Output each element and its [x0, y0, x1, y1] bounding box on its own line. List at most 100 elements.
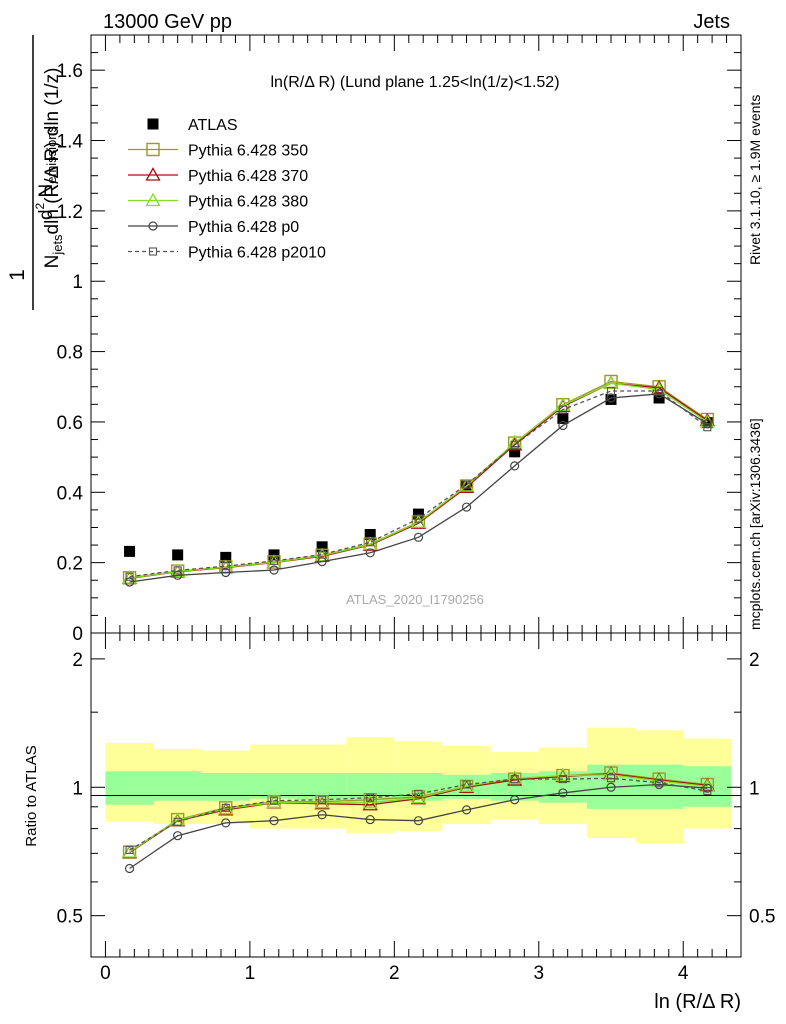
y-tick-label: 0.8: [57, 343, 83, 364]
ratio-point-p2010: [173, 817, 182, 826]
inner-band-bin: [394, 773, 443, 801]
legend: ATLAS Pythia 6.428 350 Pythia 6.428 370 Pyt…: [128, 117, 326, 262]
y-tick-label: 1: [72, 272, 83, 293]
legend-label: Pythia 6.428 p2010: [188, 245, 326, 262]
mcplots-label: mcplots.cern.ch [arXiv:1306.3436]: [747, 418, 763, 630]
data-point-p0: [269, 565, 279, 575]
legend-entry-atlas: ATLAS: [147, 117, 238, 134]
ratio-point-p0: [221, 818, 231, 828]
inner-band-bin: [153, 771, 202, 801]
legend-label: Pythia 6.428 350: [188, 143, 308, 160]
data-point-p0: [124, 577, 135, 587]
legend-entry-p370: Pythia 6.428 370: [128, 167, 308, 185]
data-point-p2010: [125, 572, 134, 581]
series-p0: [124, 389, 712, 587]
data-point-p2010: [655, 386, 664, 396]
ratio-point-p2010: [269, 796, 279, 805]
ratio-point-p0: [558, 788, 568, 798]
series-p2010: [125, 386, 712, 581]
legend-label: Pythia 6.428 380: [188, 194, 308, 211]
ratio-point-p0: [510, 795, 520, 805]
data-point-p2010: [703, 423, 712, 432]
ratio-line-p0: [129, 783, 708, 870]
data-point-p2010: [269, 556, 279, 565]
ratio-point-p2010: [510, 775, 519, 784]
ylabel-denominator: Njetsdln (R/Δ R) dln (1/z): [42, 68, 65, 269]
x-axis-label: ln (R/Δ R): [654, 991, 741, 1013]
series-p350: [122, 374, 715, 585]
data-point-p2010: [558, 405, 567, 414]
series-line-p370: [129, 382, 708, 580]
legend-entry-p350: Pythia 6.428 350: [128, 143, 308, 160]
main-y-ticks: 0 0.2 0.4 0.6 0.8 1 1.2 1.4 1.6: [57, 35, 741, 645]
ratio-series-p2010: [125, 774, 712, 854]
ratio-series: [121, 766, 715, 874]
ratio-line-p2010: [129, 777, 708, 851]
data-point-p0: [365, 548, 375, 558]
ratio-point-p2010: [414, 789, 423, 798]
series-line-p380: [129, 382, 708, 579]
ratio-point-p2010: [703, 786, 712, 796]
inner-band-bin: [249, 773, 298, 799]
ratio-point-p2010: [366, 793, 375, 802]
data-point-atlas: [124, 545, 136, 557]
ratio-point-p0: [413, 816, 424, 826]
main-panel: 0 0.2 0.4 0.6 0.8 1 1.2 1.4 1.6: [57, 34, 742, 645]
legend-entry-p2010: Pythia 6.428 p2010: [128, 245, 326, 262]
data-point-p0: [558, 420, 568, 431]
ratio-point-p2010: [606, 774, 616, 783]
series-line-p0: [129, 393, 708, 583]
data-point-atlas: [316, 541, 328, 553]
ratio-point-p2010: [125, 845, 134, 854]
header-collision: 13000 GeV pp: [103, 11, 232, 33]
ratio-point-p2010: [318, 795, 327, 804]
ratio-point-p0: [173, 831, 183, 841]
ratio-point-p0: [124, 863, 135, 874]
data-point-p2010: [366, 538, 375, 547]
ratio-frame: [90, 632, 742, 958]
y-tick-label: 1.4: [57, 132, 84, 153]
data-point-p2010: [414, 514, 423, 523]
legend-marker-p380: [145, 192, 161, 207]
inner-band-bin: [105, 771, 154, 805]
plot-title: ln(R/Δ R) (Lund plane 1.25<ln(1/z)<1.52): [270, 74, 559, 91]
ratio-tick-label-right: 0.5: [749, 907, 775, 928]
ratio-point-p0: [365, 814, 375, 825]
series-line-p2010: [129, 390, 708, 578]
ratio-point-p370: [362, 796, 378, 811]
ratio-tick-label-right: 2: [749, 650, 760, 671]
data-point-p0: [461, 502, 472, 512]
data-point-atlas: [220, 551, 232, 563]
main-y-axis-label: 1 d2 Nemissions Njetsdln (R/Δ R) dln (1/…: [6, 35, 65, 310]
x-tick-label: 2: [389, 963, 400, 984]
data-point-atlas: [701, 417, 713, 429]
legend-entry-p0: Pythia 6.428 p0: [128, 219, 299, 236]
ratio-tick-label: 1: [72, 778, 83, 799]
y-tick-label: 1.2: [57, 202, 83, 223]
data-point-p0: [510, 461, 520, 471]
legend-marker-p2010: [148, 247, 158, 256]
analysis-watermark: ATLAS_2020_I1790256: [346, 592, 484, 607]
x-tick-label: 0: [100, 963, 111, 984]
data-point-p0: [413, 532, 424, 542]
data-point-p0: [173, 570, 183, 580]
ratio-point-p2010: [558, 775, 567, 784]
ratio-point-p2010: [462, 780, 471, 789]
main-series: [121, 374, 715, 587]
series-p370: [121, 375, 715, 585]
data-point-atlas: [172, 549, 184, 561]
legend-entry-p380: Pythia 6.428 380: [128, 192, 308, 211]
data-point-atlas: [557, 412, 569, 424]
x-tick-label: 1: [245, 963, 256, 984]
legend-marker-atlas: [147, 118, 159, 130]
y-tick-label: 0.4: [57, 483, 84, 504]
ylabel-fraction-one: 1: [6, 269, 29, 281]
legend-label: ATLAS: [188, 117, 238, 134]
data-point-p2010: [606, 386, 616, 396]
data-point-p2010: [221, 562, 230, 571]
legend-label: Pythia 6.428 p0: [188, 219, 299, 236]
ratio-point-p380: [362, 794, 378, 809]
header-jets: Jets: [693, 11, 730, 33]
data-point-p2010: [318, 550, 327, 559]
data-point-atlas: [364, 529, 376, 541]
